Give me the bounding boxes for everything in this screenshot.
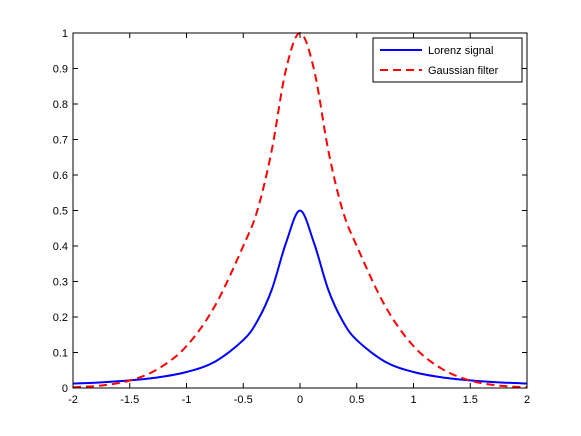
x-tick-label: 0 [297,394,303,406]
x-tick-label: -1 [182,394,192,406]
x-tick-label: 1 [410,394,416,406]
legend-label-lorenz-signal: Lorenz signal [428,45,493,57]
x-tick-label: 1.5 [463,394,478,406]
x-tick-label: -0.5 [234,394,253,406]
legend-box [372,37,523,83]
legend-label-gaussian-filter: Gaussian filter [428,65,499,77]
y-tick-label: 0.9 [53,64,68,76]
y-tick-label: 0 [62,383,68,395]
y-tick-label: 0.3 [53,277,68,289]
x-tick-label: -1.5 [120,394,139,406]
x-tick-label: 2 [524,394,530,406]
y-tick-label: 0.6 [53,170,68,182]
x-axis: -2 -1.5 -1 -0.5 0 0.5 1 1.5 2 [68,33,530,406]
y-tick-label: 0.5 [53,206,68,218]
series-line-lorenz-signal [72,209,528,385]
legend: Lorenz signal Gaussian filter [372,37,523,83]
y-tick-label: 0.7 [53,135,68,147]
y-tick-label: 0.1 [53,348,68,360]
y-tick-label: 0.4 [53,241,68,253]
y-axis: 0 0.1 0.2 0.3 0.4 0.5 0.6 0.7 0.8 0.9 1 [53,28,527,395]
plot-frame [72,32,528,389]
x-tick-label: 0.5 [349,394,364,406]
y-tick-label: 1 [62,28,68,40]
y-tick-label: 0.8 [53,99,68,111]
x-tick-label: -2 [68,394,78,406]
y-tick-label: 0.2 [53,312,68,324]
